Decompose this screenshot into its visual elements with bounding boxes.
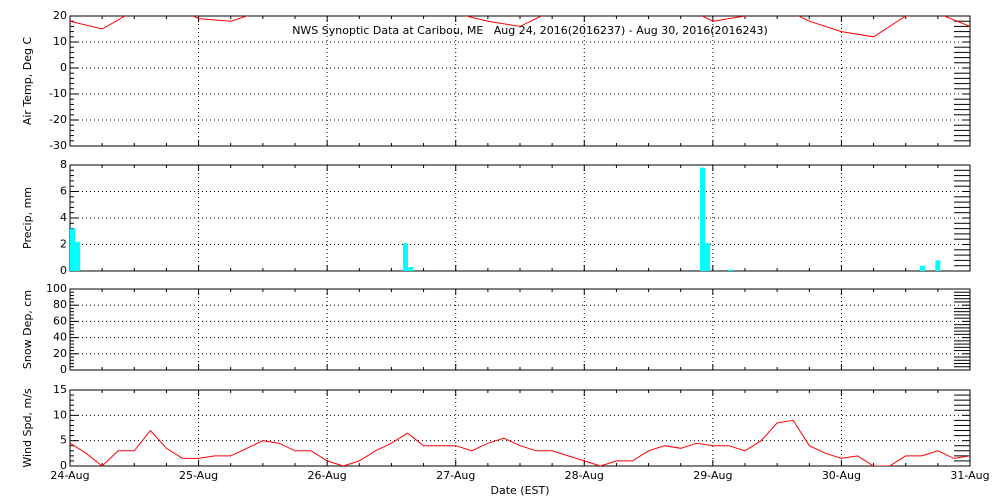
x-tick-label: 30-Aug bbox=[822, 469, 861, 482]
y-axis-label: Snow Dep, cm bbox=[21, 290, 34, 369]
y-tick-label: -30 bbox=[49, 139, 67, 152]
y-tick-label: 0 bbox=[60, 459, 67, 472]
x-tick-label: 25-Aug bbox=[179, 469, 218, 482]
x-tick-label: 26-Aug bbox=[308, 469, 347, 482]
bar bbox=[75, 241, 81, 271]
y-tick-label: 15 bbox=[53, 383, 67, 396]
y-tick-label: 8 bbox=[60, 158, 67, 171]
bar bbox=[919, 265, 925, 271]
y-tick-label: 2 bbox=[60, 238, 67, 251]
x-tick-label: 28-Aug bbox=[565, 469, 604, 482]
y-tick-label: -20 bbox=[49, 113, 67, 126]
x-axis-label: Date (EST) bbox=[490, 484, 549, 497]
bar bbox=[705, 243, 711, 271]
data-line bbox=[70, 16, 970, 38]
y-tick-label: -10 bbox=[49, 87, 67, 100]
y-tick-label: 0 bbox=[60, 363, 67, 376]
plot-frame bbox=[69, 15, 971, 147]
y-tick-label: 60 bbox=[53, 314, 67, 327]
y-tick-label: 20 bbox=[53, 9, 67, 22]
data-line bbox=[70, 419, 970, 466]
y-tick-label: 10 bbox=[53, 408, 67, 421]
x-tick-label: 31-Aug bbox=[950, 469, 989, 482]
chart-title: NWS Synoptic Data at Caribou, ME Aug 24,… bbox=[292, 24, 768, 37]
y-tick-label: 6 bbox=[60, 185, 67, 198]
bar bbox=[408, 267, 414, 271]
plot-area bbox=[70, 167, 941, 271]
y-tick-label: 80 bbox=[53, 298, 67, 311]
bar bbox=[700, 167, 705, 271]
y-tick-label: 5 bbox=[60, 434, 67, 447]
plot-area bbox=[70, 419, 970, 466]
y-tick-label: 10 bbox=[53, 35, 67, 48]
plot-frame bbox=[69, 288, 971, 371]
y-tick-label: 0 bbox=[60, 61, 67, 74]
y-axis-label: Precip, mm bbox=[21, 187, 34, 249]
y-tick-label: 100 bbox=[46, 282, 67, 295]
plot-frame bbox=[69, 389, 971, 467]
y-tick-label: 0 bbox=[60, 264, 67, 277]
plot-frame bbox=[69, 164, 971, 272]
x-tick-label: 29-Aug bbox=[693, 469, 732, 482]
plot-area bbox=[70, 16, 970, 38]
y-axis-label: Air Temp, Deg C bbox=[21, 37, 34, 126]
x-tick-label: 24-Aug bbox=[50, 469, 89, 482]
bar bbox=[728, 269, 734, 271]
y-tick-label: 20 bbox=[53, 347, 67, 360]
y-axis-label: Wind Spd, m/s bbox=[21, 388, 34, 468]
y-tick-label: 40 bbox=[53, 331, 67, 344]
x-tick-label: 27-Aug bbox=[436, 469, 475, 482]
y-tick-label: 4 bbox=[60, 211, 67, 224]
bar bbox=[403, 243, 408, 271]
bar bbox=[935, 260, 941, 271]
bar bbox=[70, 228, 75, 271]
